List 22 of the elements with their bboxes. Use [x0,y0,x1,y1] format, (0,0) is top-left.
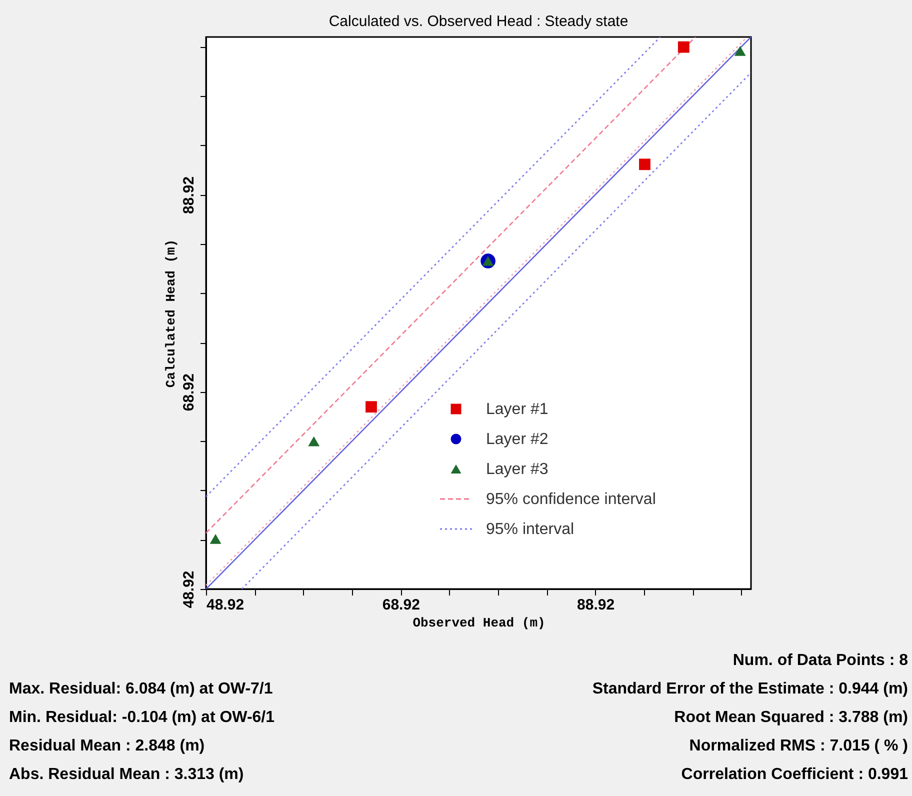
text: Standard Error of the Estimate : 0.944 (m) [592,680,908,698]
legend-label: 95% confidence interval [486,491,656,508]
y-tick-label: 88.92 [180,176,198,214]
legend-label: Layer #2 [486,431,548,448]
text: Abs. Residual Mean : 3.313 (m) [9,766,244,783]
chart-title: Calculated vs. Observed Head : Steady state [328,13,628,30]
x-axis-title: Observed Head (m) [412,616,546,630]
text: Correlation Coefficient : 0.991 [681,766,908,783]
y-axis-title: Calculated Head (m) [164,239,178,388]
legend-label: Layer #1 [486,401,548,418]
legend-label: Layer #3 [486,461,548,478]
legend-label: 95% interval [486,521,574,538]
x-tick-label: 48.92 [206,596,244,614]
text: Min. Residual: -0.104 (m) at OW-6/1 [9,709,275,726]
text: Normalized RMS : 7.015 ( % ) [689,738,908,754]
x-tick-label: 68.92 [382,596,420,614]
x-tick-label: 88.92 [577,596,615,614]
y-tick-label: 68.92 [180,374,198,412]
text: Num. of Data Points : 8 [732,652,908,669]
text: Max. Residual: 6.084 (m) at OW-7/1 [9,680,273,698]
text: Residual Mean : 2.848 (m) [9,738,205,754]
text: Root Mean Squared : 3.788 (m) [674,709,908,726]
